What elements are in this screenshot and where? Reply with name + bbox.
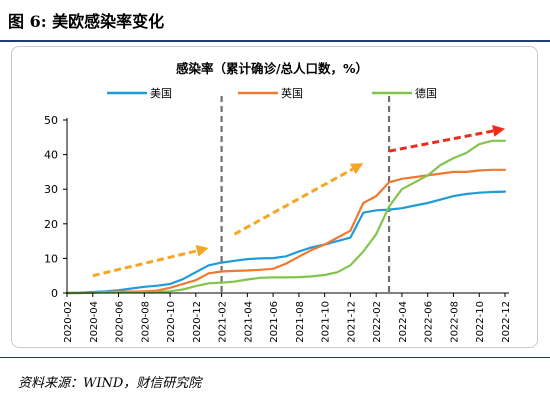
- y-tick-label: 30: [44, 183, 58, 196]
- legend-label: 美国: [150, 87, 172, 100]
- x-tick-label: 2022-06: [424, 301, 435, 343]
- y-tick-label: 10: [44, 252, 58, 265]
- legend: 美国 英国 德国: [107, 86, 437, 100]
- y-tick-label: 50: [44, 114, 58, 127]
- x-tick-label: 2022-04: [398, 301, 409, 343]
- series-line: [65, 168, 507, 295]
- x-tick-label: 2022-12: [501, 301, 512, 343]
- figure-header: 图 6: 美欧感染率变化: [0, 0, 550, 40]
- x-tick-label: 2020-08: [140, 301, 151, 343]
- source-rule: [0, 357, 550, 358]
- series-lines: [65, 139, 507, 295]
- x-tick-label: 2020-04: [89, 301, 100, 343]
- x-tick-label: 2021-06: [269, 301, 280, 343]
- x-tick-label: 2021-02: [218, 301, 229, 343]
- trend-arrow-shaft: [92, 249, 198, 278]
- title-rule: [0, 40, 550, 42]
- y-tick-label: 40: [44, 149, 58, 162]
- x-tick-label: 2022-08: [449, 301, 460, 343]
- x-tick-label: 2020-12: [192, 301, 203, 343]
- x-tick-label: 2022-02: [372, 301, 383, 343]
- x-tick-label: 2020-06: [115, 301, 126, 343]
- figure-title: 图 6: 美欧感染率变化: [8, 12, 165, 31]
- x-tick-label: 2021-08: [295, 301, 306, 343]
- axes: 0 10 20 30 40 50 2020-02 2020-04 2020-06 2020-08 2…: [44, 114, 512, 343]
- period-dividers: [220, 96, 391, 293]
- trend-arrows: [92, 125, 505, 278]
- x-tick-label: 2020-02: [63, 301, 74, 343]
- series-line: [65, 139, 507, 295]
- x-tick-label: 2021-12: [346, 301, 357, 343]
- y-tick-label: 0: [51, 287, 58, 300]
- x-tick-label: 2021-04: [243, 301, 254, 343]
- y-tick-label: 20: [44, 218, 58, 231]
- trend-arrow-shaft: [233, 167, 354, 236]
- trend-arrow-head: [349, 163, 364, 175]
- legend-label: 英国: [281, 86, 303, 100]
- source-note: 资料来源：WIND，财信研究院: [18, 376, 202, 391]
- trend-arrow-head: [195, 245, 209, 257]
- x-tick-label: 2021-10: [321, 301, 332, 343]
- chart-frame: [11, 46, 538, 348]
- x-tick-label: 2022-10: [475, 301, 486, 343]
- trend-arrow-shaft: [388, 129, 494, 153]
- series-line: [65, 190, 507, 295]
- trend-arrow-head: [492, 125, 505, 137]
- chart-title: 感染率（累计确诊/总人口数，%）: [176, 61, 368, 76]
- x-tick-label: 2020-10: [166, 301, 177, 343]
- legend-label: 德国: [415, 86, 437, 100]
